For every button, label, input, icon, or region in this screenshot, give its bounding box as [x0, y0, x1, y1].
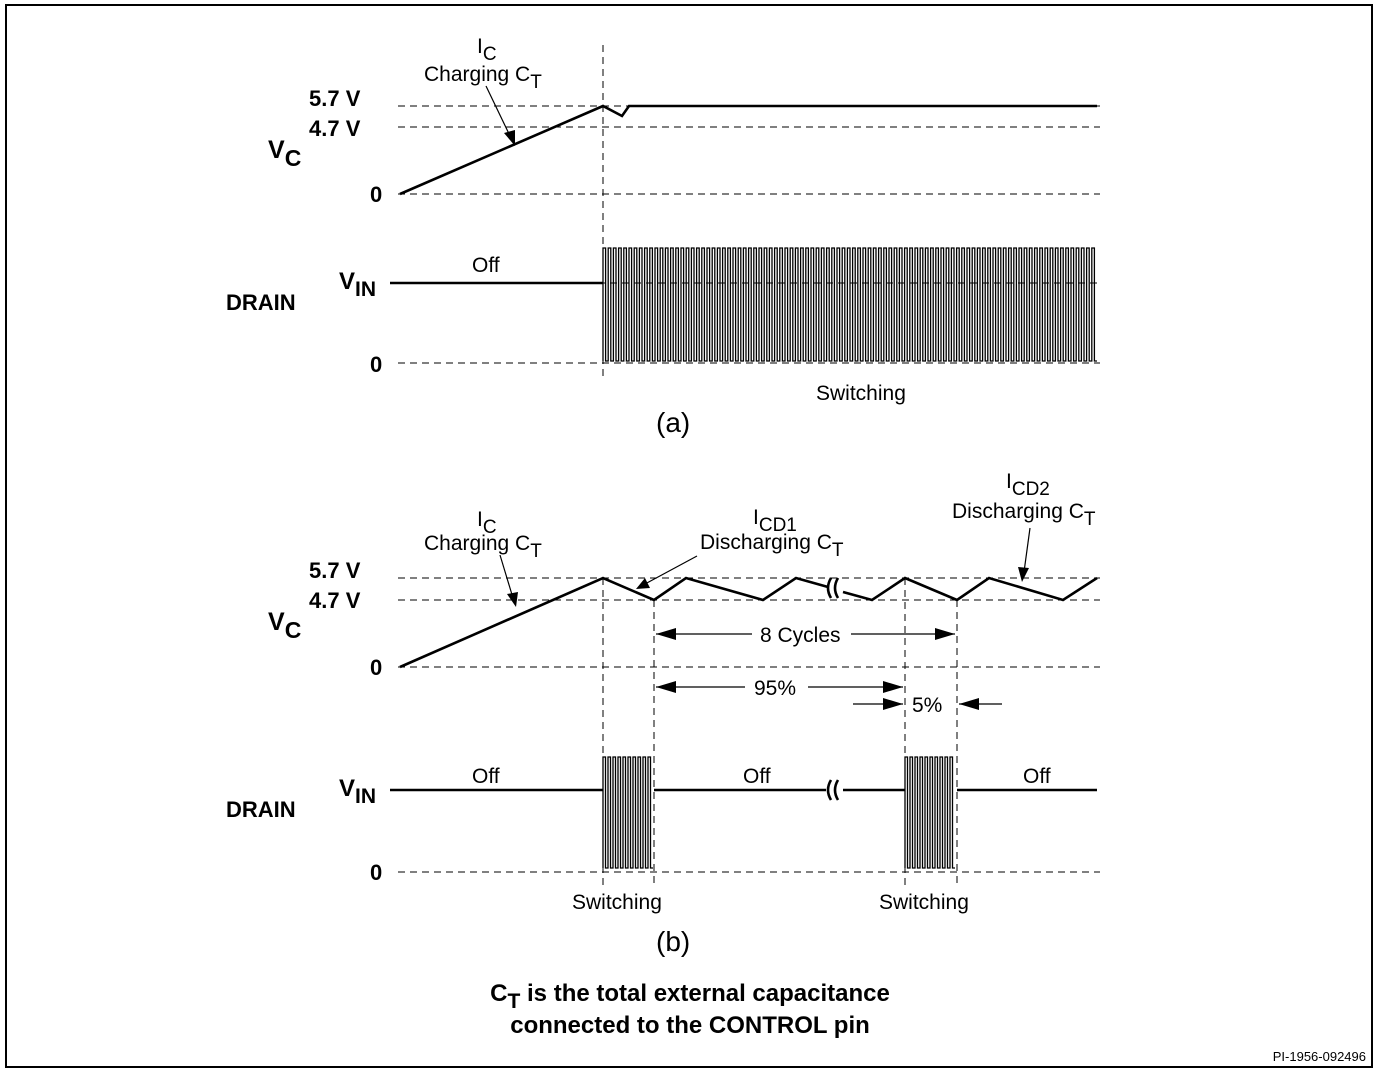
panel-b: 8 Cycles 95% 5% IC Charging CT ICD1 Disc…	[226, 470, 1100, 957]
vc-label-a: VC	[268, 136, 301, 171]
figure-border	[5, 4, 1373, 1068]
figure-id: PI-1956-092496	[1273, 1049, 1366, 1064]
vc-waveform-a	[399, 104, 1097, 196]
vin-label-b: VIN	[339, 775, 376, 808]
caption-b: (b)	[656, 926, 690, 957]
level-0-drain-b: 0	[370, 860, 382, 885]
ic-arrowhead-b	[507, 592, 518, 607]
icd2-arrowhead	[1018, 567, 1029, 582]
charging-label-a: Charging CT	[424, 63, 542, 93]
icd1-label: ICD1	[753, 506, 797, 536]
off-label-a: Off	[472, 254, 500, 277]
drain-switching-b-2	[904, 756, 955, 869]
drain-label-b: DRAIN	[226, 797, 296, 822]
level-5v7-b: 5.7 V	[309, 558, 361, 583]
footnote-line-1: CT is the total external capacitance	[490, 980, 890, 1013]
pct95-arrowhead-left	[656, 681, 676, 693]
drain-break-mark	[826, 779, 840, 801]
charging-label-b: Charging CT	[424, 532, 542, 562]
drain-switching-a	[602, 247, 1097, 362]
footnote-line-2: connected to the CONTROL pin	[510, 1012, 870, 1039]
ic-label-a: IC	[477, 35, 497, 65]
off-label-b-3: Off	[1023, 765, 1051, 788]
ic-arrow-b	[499, 554, 514, 599]
ic-arrowhead-a	[504, 130, 515, 146]
off-label-b-2: Off	[743, 765, 771, 788]
discharging1-label: Discharging CT	[700, 531, 844, 561]
ic-arrow-a	[485, 85, 512, 139]
pct5-arrowhead-right	[959, 698, 979, 710]
ic-label-b: IC	[477, 508, 497, 538]
cycles-arrowhead-right	[935, 628, 955, 640]
pct95-label: 95%	[754, 677, 796, 700]
icd2-arrow	[1023, 527, 1031, 573]
icd1-arrowhead	[636, 578, 650, 589]
level-5v7-a: 5.7 V	[309, 86, 361, 111]
pct95-arrowhead-right	[883, 681, 903, 693]
pct5-arrowhead-left	[883, 698, 903, 710]
icd2-label: ICD2	[1006, 470, 1050, 500]
vc-waveform-b-2	[842, 576, 1098, 602]
switching-label-b-1: Switching	[572, 891, 662, 914]
vin-label-a: VIN	[339, 268, 376, 301]
caption-a: (a)	[656, 407, 690, 438]
cycles-label: 8 Cycles	[760, 624, 841, 647]
vc-break-mark	[826, 577, 840, 599]
drain-switching-b-1	[602, 756, 653, 869]
drain-label-a: DRAIN	[226, 290, 296, 315]
off-label-b-1: Off	[472, 765, 500, 788]
switching-label-b-2: Switching	[879, 891, 969, 914]
level-4v7-a: 4.7 V	[309, 116, 361, 141]
cycles-arrowhead-left	[656, 628, 676, 640]
level-0-vc-a: 0	[370, 182, 382, 207]
switching-label-a: Switching	[816, 382, 906, 405]
vc-waveform-b-1	[399, 576, 829, 669]
panel-a: IC Charging CT 5.7 V 4.7 V VC 0 VIN DRAI…	[226, 35, 1100, 438]
pct5-label: 5%	[912, 694, 942, 717]
level-4v7-b: 4.7 V	[309, 588, 361, 613]
level-0-vc-b: 0	[370, 655, 382, 680]
discharging2-label: Discharging CT	[952, 500, 1096, 530]
level-0-drain-a: 0	[370, 352, 382, 377]
vc-label-b: VC	[268, 608, 301, 643]
footnote: CT is the total external capacitance con…	[490, 980, 890, 1039]
icd1-arrow	[644, 555, 698, 585]
